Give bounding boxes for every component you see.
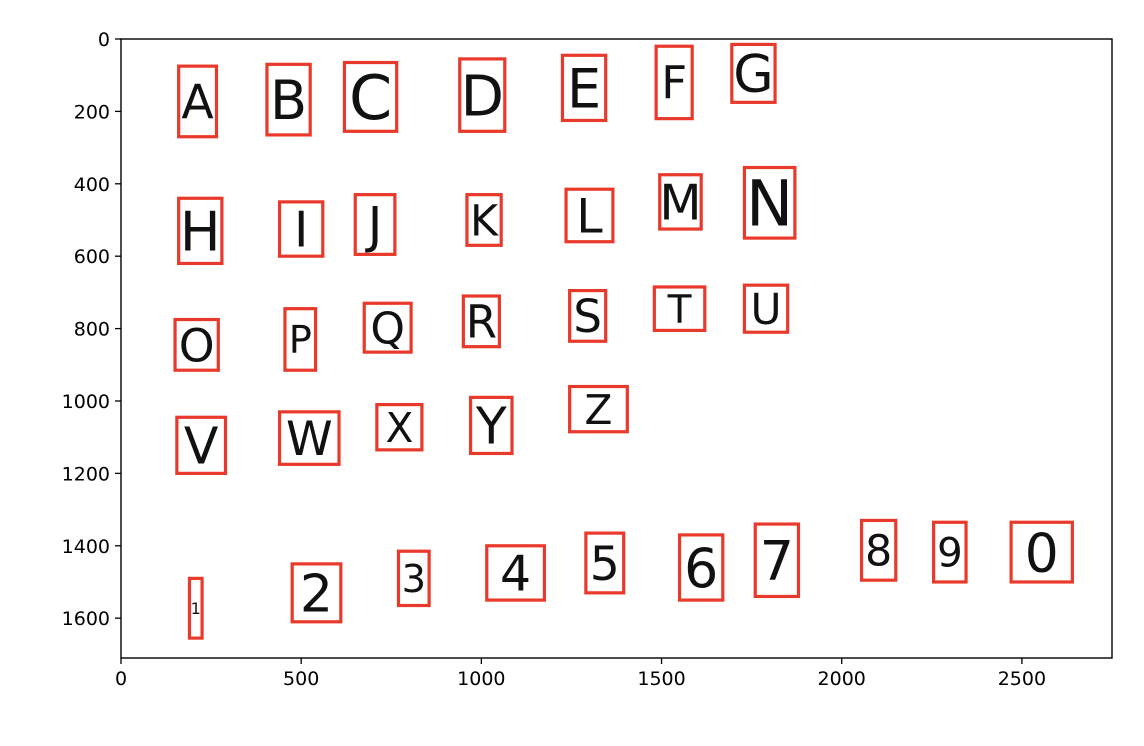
box-9: [932, 520, 968, 584]
glyph-D: D: [461, 64, 504, 129]
y-tick-label: 0: [98, 29, 110, 51]
glyph-F: F: [661, 57, 687, 110]
x-tick-label: 0: [115, 668, 127, 690]
box-P: [283, 307, 318, 372]
box-Q: [362, 301, 413, 354]
box-U: [742, 283, 790, 334]
glyph-T: T: [667, 288, 692, 333]
box-L: [564, 187, 615, 244]
glyph-7: 7: [760, 530, 794, 593]
glyph-X: X: [385, 404, 413, 452]
box-E: [560, 53, 608, 123]
glyph-W: W: [286, 412, 333, 467]
box-S: [568, 288, 608, 343]
box-8: [859, 518, 898, 582]
glyph-O: O: [179, 319, 215, 372]
glyph-R: R: [466, 296, 497, 349]
glyph-L: L: [576, 189, 603, 244]
glyph-C: C: [349, 62, 392, 134]
y-tick-label: 1000: [62, 391, 110, 413]
box-V: [175, 415, 228, 475]
y-tick-label: 1600: [62, 608, 110, 630]
x-tick-label: 2000: [818, 668, 866, 690]
x-tick-label: 500: [283, 668, 319, 690]
y-tick-label: 1200: [62, 463, 110, 485]
glyph-Y: Y: [475, 397, 507, 456]
box-2: [290, 562, 343, 624]
box-4: [485, 544, 547, 602]
glyph-Z: Z: [585, 386, 613, 434]
box-H: [177, 196, 224, 266]
glyph-9: 9: [937, 529, 963, 577]
bounding-boxes: [173, 42, 1074, 640]
glyph-H: H: [180, 200, 221, 263]
glyph-8: 8: [865, 527, 892, 577]
handwritten-glyphs: A B C D E F GH I J K L M NO P Q R S T UV W X Y Z1 2 3 4 5 6 7 8 9 0: [179, 45, 1059, 624]
glyph-0: 0: [1025, 521, 1059, 584]
box-F: [654, 44, 694, 121]
glyph-3: 3: [402, 557, 426, 602]
glyph-M: M: [659, 174, 701, 231]
box-3: [396, 549, 431, 608]
x-tick-label: 2500: [998, 668, 1046, 690]
glyph-J: J: [365, 196, 383, 254]
box-A: [177, 64, 219, 139]
y-axis: 0 200 400 600 800 1000 1200 1400 1600: [62, 29, 121, 630]
glyph-B: B: [270, 69, 307, 132]
box-7: [753, 522, 801, 599]
glyph-A: A: [181, 75, 213, 130]
glyph-U: U: [751, 285, 782, 334]
x-tick-label: 1500: [637, 668, 685, 690]
glyph-6: 6: [684, 537, 718, 600]
box-K: [465, 193, 503, 247]
box-B: [265, 62, 312, 137]
box-T: [652, 285, 707, 333]
box-J: [353, 193, 397, 256]
glyph-Q: Q: [370, 304, 405, 355]
box-O: [173, 317, 220, 372]
glyph-5: 5: [590, 537, 620, 592]
x-axis: 0 500 1000 1500 2000 2500: [115, 658, 1046, 690]
y-tick-label: 600: [74, 246, 110, 268]
plot-frame: [120, 38, 1113, 659]
box-6: [677, 533, 725, 602]
box-G: [730, 42, 777, 104]
box-I: [277, 200, 325, 258]
glyph-4: 4: [500, 546, 531, 603]
box-1: [187, 576, 204, 640]
glyph-2: 2: [300, 565, 333, 625]
box-R: [461, 294, 501, 349]
glyph-V: V: [184, 417, 219, 476]
glyph-I: I: [294, 202, 308, 259]
y-tick-label: 400: [74, 174, 110, 196]
y-tick-label: 200: [74, 101, 110, 123]
box-M: [658, 173, 703, 231]
y-tick-label: 1400: [62, 536, 110, 558]
box-Z: [568, 384, 629, 434]
y-tick-label: 800: [74, 319, 110, 341]
box-Y: [468, 395, 514, 456]
x-tick-label: 1000: [457, 668, 505, 690]
glyph-K: K: [470, 196, 499, 246]
box-D: [458, 57, 507, 133]
glyph-1: 1: [191, 599, 201, 618]
glyph-S: S: [573, 290, 602, 343]
box-C: [342, 60, 399, 133]
box-X: [375, 403, 424, 452]
glyph-N: N: [746, 167, 793, 241]
glyph-P: P: [289, 318, 312, 363]
box-N: [742, 165, 797, 240]
glyph-E: E: [567, 57, 601, 120]
box-5: [584, 531, 626, 595]
glyph-G: G: [733, 45, 773, 105]
box-0: [1009, 520, 1074, 584]
box-W: [277, 410, 341, 466]
